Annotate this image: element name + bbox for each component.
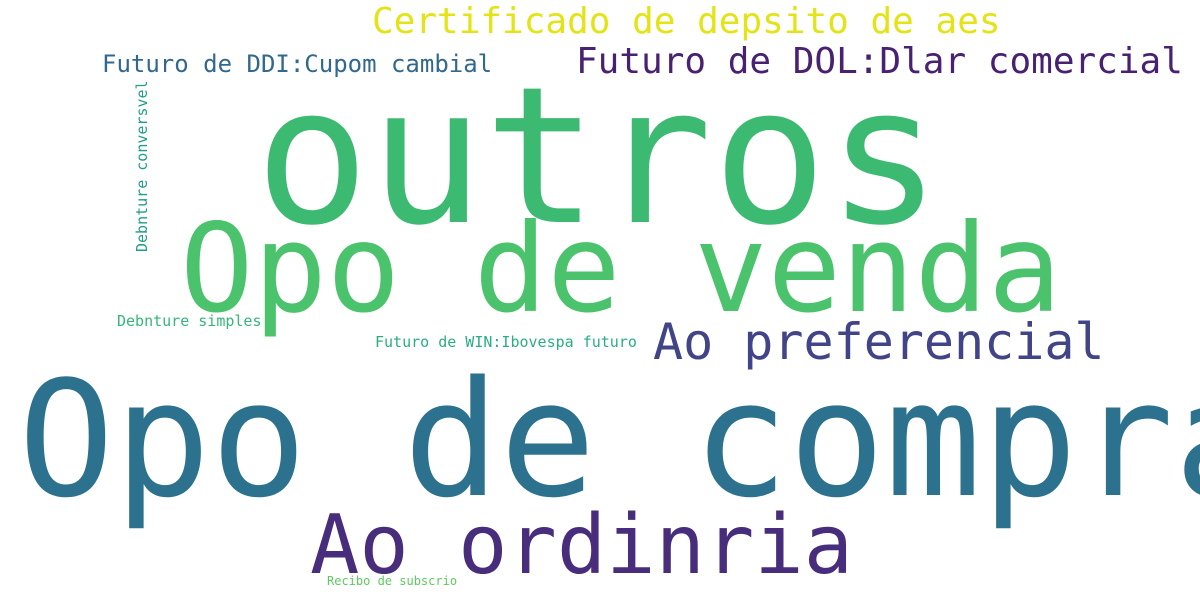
word-opcao-de-compra: Opo de compra [18, 346, 1200, 533]
word-futuro-win: Futuro de WIN:Ibovespa futuro [375, 333, 637, 351]
word-acao-preferencial: Ao preferencial [653, 313, 1105, 371]
word-futuro-dol: Futuro de DOL:Dlar comercial [576, 41, 1183, 82]
word-debenture-conversivel: Debnture conversvel [133, 80, 151, 252]
word-futuro-ddi: Futuro de DDI:Cupom cambial [102, 50, 493, 78]
word-recibo-de-subscricao: Recibo de subscrio [327, 574, 458, 588]
word-opcao-de-venda: Opo de venda [180, 198, 1062, 340]
word-outros: outros [255, 46, 942, 267]
word-acao-ordinaria: Ao ordinria [310, 498, 854, 593]
word-debenture-simples: Debnture simples [117, 312, 262, 330]
word-certificado-de-deposito: Certificado de depsito de aes [372, 1, 1001, 42]
